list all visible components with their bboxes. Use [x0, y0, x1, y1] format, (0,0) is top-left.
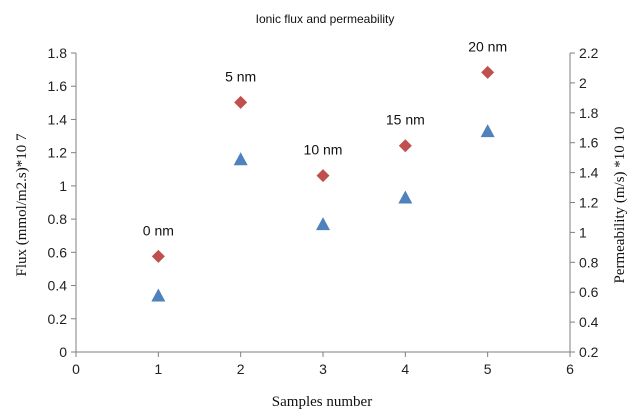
triangle-marker	[480, 124, 495, 138]
y-left-tick-label: 1.6	[48, 78, 68, 94]
y-right-tick-label: 0.8	[579, 254, 599, 270]
chart-title: Ionic flux and permeability	[256, 12, 395, 26]
y-right-tick-label: 2.2	[579, 45, 599, 61]
y-left-tick-label: 1.2	[48, 145, 68, 161]
triangle-marker	[151, 288, 166, 302]
x-axis-label: Samples number	[272, 394, 372, 410]
x-tick-label: 4	[401, 361, 409, 377]
x-axis-ticks: 0 1 2 3 4 5 6	[72, 352, 574, 377]
x-tick-label: 1	[154, 361, 162, 377]
diamond-marker	[398, 139, 412, 153]
x-tick-label: 2	[237, 361, 245, 377]
y-right-tick-label: 0.6	[579, 284, 599, 300]
plot-frame	[75, 53, 571, 353]
y-right-tick-label: 1	[579, 224, 587, 240]
triangle-marker	[316, 217, 330, 231]
point-label: 20 nm	[468, 38, 507, 54]
y-right-axis-label: Permeability (m/s) *10 10	[612, 126, 628, 283]
diamond-marker	[316, 169, 330, 183]
y-left-tick-label: 0.4	[48, 278, 68, 294]
y-left-tick-label: 1.8	[48, 45, 68, 61]
diamond-marker	[234, 95, 248, 109]
y-left-tick-label: 0.6	[48, 244, 68, 260]
data-marks	[151, 65, 495, 302]
point-label: 10 nm	[304, 142, 343, 158]
y-right-tick-label: 1.6	[579, 135, 599, 151]
y-right-tick-label: 1.2	[579, 195, 599, 211]
diamond-marker	[151, 249, 165, 263]
triangle-marker	[398, 190, 413, 204]
point-labels: 0 nm 5 nm 10 nm 15 nm 20 nm	[143, 38, 507, 238]
triangle-marker	[233, 152, 248, 166]
y-left-tick-label: 0.8	[48, 211, 68, 227]
y-right-tick-label: 0.4	[579, 314, 599, 330]
point-label: 15 nm	[386, 112, 425, 128]
x-tick-label: 0	[72, 361, 80, 377]
y-right-tick-label: 0.2	[579, 344, 599, 360]
y-left-tick-label: 1	[59, 178, 67, 194]
point-label: 5 nm	[225, 68, 256, 84]
y-left-tick-label: 0.2	[48, 311, 68, 327]
y-left-tick-label: 0	[59, 344, 67, 360]
y-right-axis-ticks: 0.2 0.4 0.6 0.8 1 1.2 1.4 1.6 1.8 2 2.2	[570, 45, 599, 360]
x-tick-label: 6	[566, 361, 574, 377]
y-left-axis-ticks: 0 0.2 0.4 0.6 0.8 1 1.2 1.4 1.6 1.8	[48, 45, 76, 360]
x-tick-label: 5	[484, 361, 492, 377]
x-tick-label: 3	[319, 361, 327, 377]
y-right-tick-label: 1.8	[579, 105, 599, 121]
diamond-marker	[481, 65, 495, 79]
y-left-tick-label: 1.4	[48, 111, 68, 127]
y-left-axis-label: Flux (mmol/m2.s)*10 7	[14, 133, 30, 276]
y-right-tick-label: 2	[579, 75, 587, 91]
y-right-tick-label: 1.4	[579, 165, 599, 181]
point-label: 0 nm	[143, 222, 174, 238]
